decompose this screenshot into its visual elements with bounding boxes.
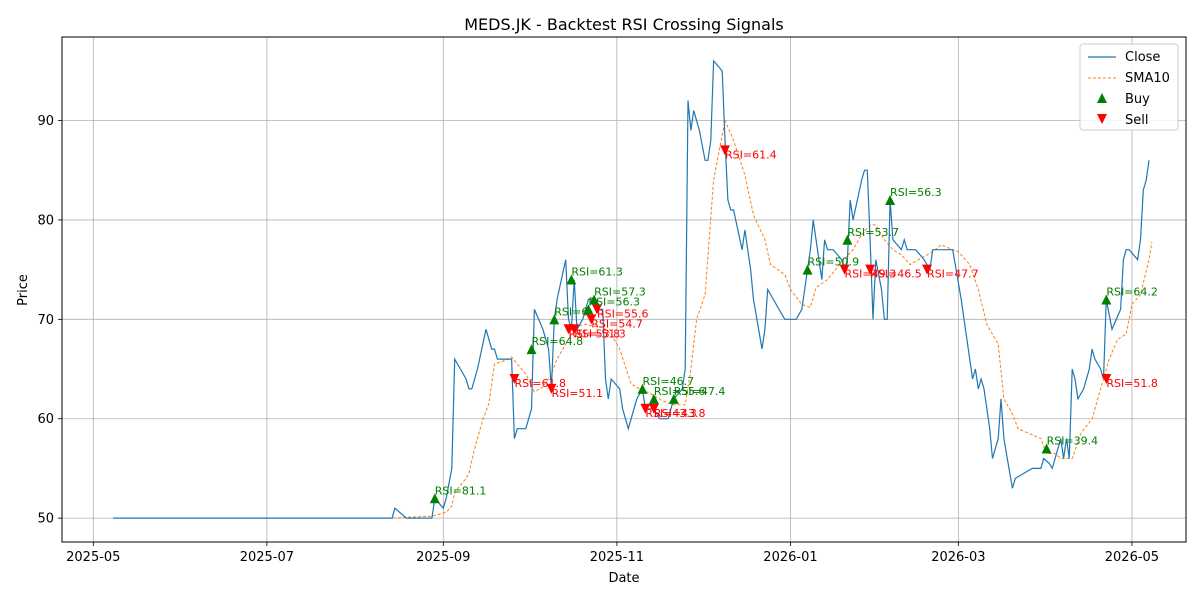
sell-signal-marker <box>640 403 651 414</box>
sma10-line <box>153 118 1153 519</box>
buy-signal-marker <box>842 234 853 245</box>
sell-signal-marker <box>569 324 580 335</box>
chart-title: MEDS.JK - Backtest RSI Crossing Signals <box>464 15 784 34</box>
sell-signal-label: RSI=46.5 <box>870 268 922 281</box>
buy-signal-marker <box>566 274 577 285</box>
buy-signal-label: RSI=64.2 <box>1106 285 1158 298</box>
signal-annotations: RSI=81.1RSI=64.8RSI=6RSI=61.3RSI=56.3RSI… <box>435 148 1158 497</box>
buy-signal-marker <box>637 383 648 394</box>
sell-signal-marker <box>839 264 850 275</box>
buy-signal-label: RSI=61.3 <box>571 266 623 279</box>
sell-signal-label: RSI=49.3 <box>845 268 897 281</box>
x-axis-ticks: 2025-05 2025-07 2025-09 2025-11 2026-01 2026-… <box>66 542 1159 565</box>
legend-close-label: Close <box>1125 50 1160 65</box>
buy-signal-marker <box>589 294 600 305</box>
sell-signal-marker <box>865 264 876 275</box>
sell-signal-marker <box>509 373 520 384</box>
buy-signal-label: RSI=81.1 <box>435 484 487 497</box>
sell-signal-label: RSI=61.4 <box>725 148 777 161</box>
x-axis-title: Date <box>608 571 639 586</box>
legend-sell-label: Sell <box>1125 113 1148 128</box>
sell-signal-label: RSI=61.8 <box>514 377 566 390</box>
sell-signal-label: RSI=51.3 <box>574 327 626 340</box>
sell-signal-marker <box>591 304 602 315</box>
buy-signal-marker <box>668 393 679 404</box>
close-series <box>113 59 1150 519</box>
sell-signal-label: RSI=55.6 <box>597 307 649 320</box>
buy-signal-label: RSI=56.3 <box>588 295 640 308</box>
sell-signal-marker <box>922 264 933 275</box>
legend-sma-label: SMA10 <box>1125 71 1170 86</box>
y-tick-label: 60 <box>37 412 54 427</box>
signal-markers <box>429 145 1112 504</box>
buy-signal-marker <box>885 195 896 206</box>
buy-signal-marker <box>802 264 813 275</box>
x-tick-label: 2026-01 <box>763 550 817 565</box>
plot-frame <box>61 36 1187 543</box>
buy-signal-label: RSI=6 <box>554 305 588 318</box>
y-tick-label: 80 <box>37 213 54 228</box>
buy-signal-marker <box>526 344 537 355</box>
legend-box <box>1079 43 1179 131</box>
sell-signal-label: RSI=43.3 <box>645 407 697 420</box>
legend: Close SMA10 Buy Sell <box>1079 43 1179 131</box>
y-axis-ticks: 50 60 70 80 90 <box>37 114 62 527</box>
buy-signal-label: RSI=57.3 <box>594 285 646 298</box>
buy-signal-label: RSI=47.4 <box>674 385 726 398</box>
buy-signal-marker <box>1041 443 1052 454</box>
sell-signal-label: RSI=51.8 <box>1106 377 1158 390</box>
y-tick-label: 70 <box>37 313 54 328</box>
sell-signal-label: RSI=51.1 <box>551 387 603 400</box>
buy-signal-marker <box>429 493 440 504</box>
x-tick-label: 2025-05 <box>66 550 120 565</box>
x-tick-label: 2025-11 <box>590 550 644 565</box>
buy-signal-label: RSI=39.4 <box>1047 435 1099 448</box>
y-axis-title: Price <box>16 274 31 306</box>
sell-signal-marker <box>720 145 731 156</box>
sell-signal-marker <box>586 314 597 325</box>
sell-signal-label: RSI=53.8 <box>569 327 621 340</box>
buy-signal-label: RSI=55.6 <box>654 385 706 398</box>
y-tick-label: 90 <box>37 114 54 129</box>
buy-signal-label: RSI=56.3 <box>890 186 942 199</box>
sell-signal-marker <box>1101 373 1112 384</box>
sell-signal-marker <box>648 403 659 414</box>
sell-signal-label: RSI=43.8 <box>654 407 706 420</box>
buy-signal-marker <box>1101 294 1112 305</box>
x-tick-label: 2025-09 <box>416 550 470 565</box>
legend-sell-marker <box>1097 114 1107 124</box>
buy-signal-label: RSI=64.8 <box>532 335 584 348</box>
y-tick-label: 50 <box>37 512 54 527</box>
buy-signal-marker <box>648 393 659 404</box>
sell-signal-label: RSI=47.7 <box>927 268 979 281</box>
legend-buy-label: Buy <box>1125 92 1150 107</box>
x-tick-label: 2025-07 <box>240 550 294 565</box>
close-price-line <box>113 59 1150 519</box>
x-tick-label: 2026-03 <box>931 550 985 565</box>
buy-signal-label: RSI=53.7 <box>847 226 899 239</box>
x-tick-label: 2026-05 <box>1105 550 1159 565</box>
sell-signal-marker <box>546 383 557 394</box>
sma10-series <box>153 118 1153 519</box>
sell-signal-label: RSI=54.7 <box>591 317 643 330</box>
buy-signal-marker <box>583 304 594 315</box>
buy-signal-label: RSI=50.9 <box>808 256 860 269</box>
buy-signal-marker <box>549 314 560 325</box>
buy-signal-label: RSI=46.7 <box>642 375 694 388</box>
legend-buy-marker <box>1097 93 1107 103</box>
